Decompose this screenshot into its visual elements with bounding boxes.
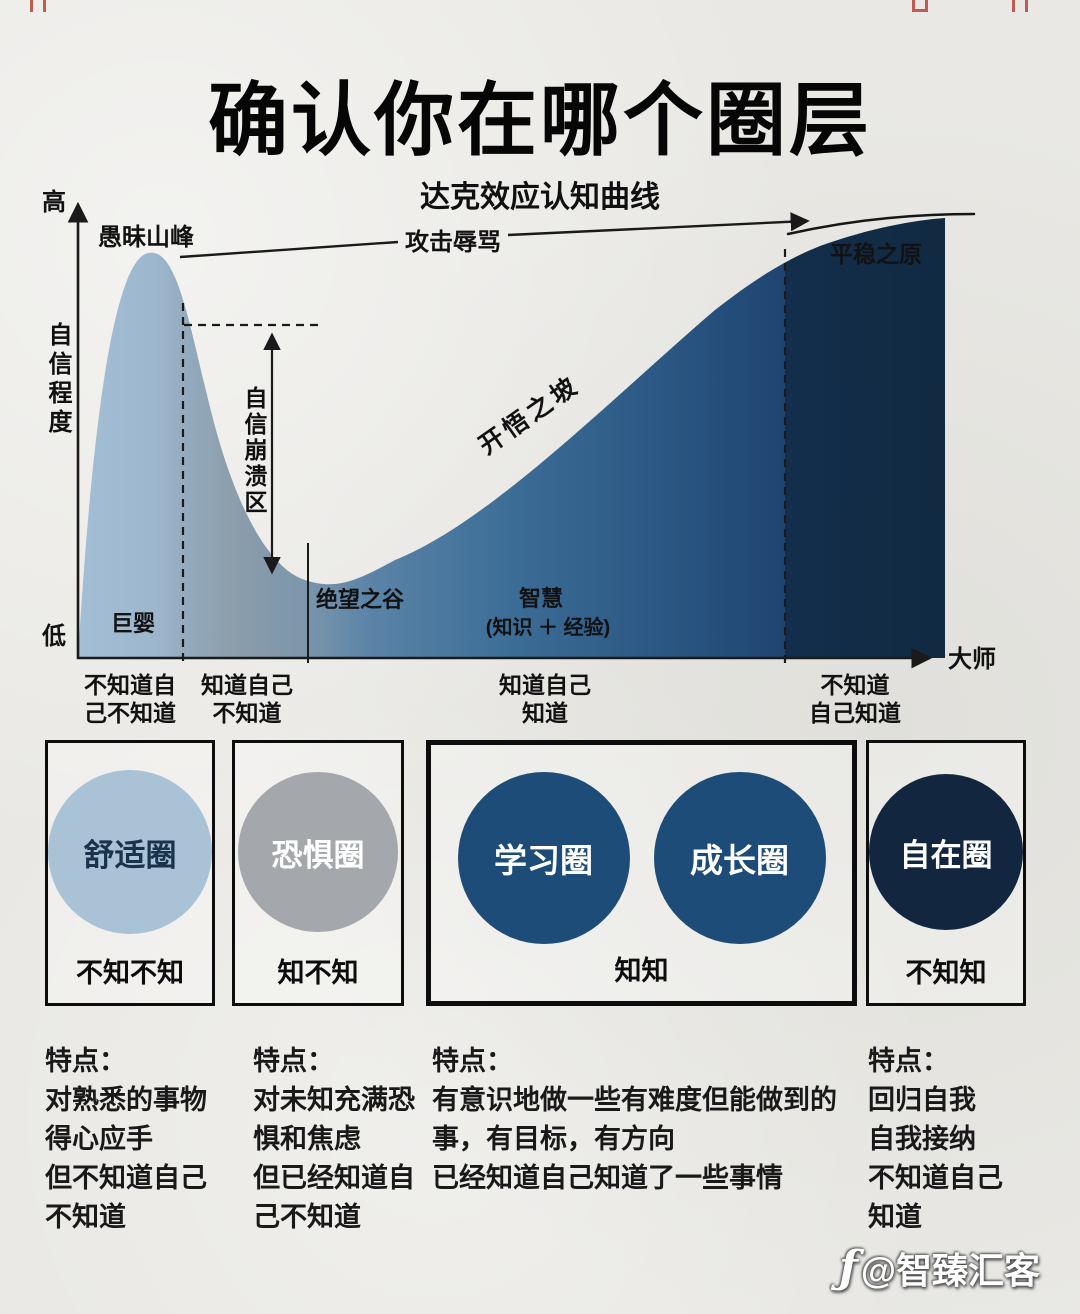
- fear-circle: 恐惧圈: [238, 772, 398, 932]
- feature-line: 惧和焦虑: [253, 1124, 361, 1154]
- zone-circles: 学习圈 成长圈: [431, 772, 852, 944]
- feature-line: 不知道自己: [868, 1163, 1003, 1193]
- plateau-top-line: [786, 212, 976, 236]
- collapse-zone-label: 自信崩溃区: [241, 386, 267, 516]
- feature-line: 不知道: [45, 1202, 126, 1232]
- feature-line: 回归自我: [868, 1085, 976, 1115]
- page-title: 确认你在哪个圈层: [208, 76, 872, 165]
- zone-caption: 不知知: [905, 958, 987, 988]
- zone-comfort: 舒适圈 不知不知: [45, 740, 215, 1006]
- dunning-kruger-curve: 高 低 大师 愚昧山峰 攻击辱骂 平稳之原 开悟之坡 绝望之谷 智慧 (知识 ＋…: [41, 188, 996, 726]
- y-axis-title: 自信程度: [44, 322, 71, 438]
- x-axis-end-label: 大师: [948, 646, 996, 673]
- feature-comfort: 特点： 对熟悉的事物 得心应手 但不知道自己 不知道: [45, 1042, 260, 1237]
- free-circle: 自在圈: [869, 774, 1023, 930]
- feature-line: 己不知道: [253, 1202, 361, 1232]
- feature-fear: 特点： 对未知充满恐 惧和焦虑 但已经知道自 己不知道: [253, 1042, 458, 1237]
- attack-label: 攻击辱骂: [405, 229, 501, 256]
- feature-line: 但不知道自己: [45, 1163, 207, 1193]
- zone-caption: 知不知: [277, 958, 359, 988]
- page-edge-mark: [912, 0, 928, 12]
- x-segment-1-line2: 己不知道: [84, 700, 176, 726]
- feature-line: 自我接纳: [868, 1124, 976, 1154]
- feature-line: 事，有目标，有方向: [432, 1124, 675, 1154]
- attack-arrow-line-right: [507, 212, 810, 237]
- x-segment-4-line2: 自己知道: [809, 700, 901, 726]
- watermark-text: @智臻汇客: [860, 1250, 1040, 1291]
- wisdom-note-label: (知识 ＋ 经验): [486, 615, 610, 639]
- zone-learning-growth: 学习圈 成长圈 知知: [426, 740, 857, 1006]
- watermark: ƒ @智臻汇客: [839, 1242, 1040, 1294]
- feature-heading: 特点：: [45, 1046, 126, 1076]
- x-segment-2-line2: 不知道: [213, 700, 282, 726]
- giant-baby-label: 巨婴: [111, 611, 155, 636]
- curve-area: [78, 218, 945, 658]
- peak-label: 愚昧山峰: [98, 223, 194, 251]
- feature-learning-growth: 特点： 有意识地做一些有难度但能做到的 事，有目标，有方向 已经知道自己知道了一…: [432, 1042, 862, 1198]
- zone-caption: 知知: [614, 956, 669, 986]
- x-segment-4-line1: 不知道: [821, 672, 890, 698]
- feature-line: 有意识地做一些有难度但能做到的: [432, 1085, 837, 1115]
- circle-label: 成长圈: [690, 842, 789, 879]
- attack-arrow-line-left: [179, 240, 399, 259]
- y-axis-min-label: 低: [41, 623, 66, 650]
- page-edge-mark: [30, 0, 46, 12]
- feature-line: 但已经知道自: [253, 1163, 415, 1193]
- plateau-label: 平稳之原: [830, 241, 922, 267]
- valley-label: 绝望之谷: [316, 587, 405, 612]
- page-edge-mark: [1012, 0, 1028, 12]
- feature-line: 对熟悉的事物: [45, 1085, 207, 1115]
- zone-free: 自在圈 不知知: [866, 740, 1026, 1006]
- x-segment-3-line2: 知道: [522, 700, 568, 726]
- watermark-logo-icon: ƒ: [838, 1242, 858, 1293]
- zone-circles: 恐惧圈: [235, 770, 401, 932]
- feature-free: 特点： 回归自我 自我接纳 不知道自己 知道: [868, 1042, 1053, 1237]
- circle-label: 舒适圈: [83, 837, 177, 873]
- feature-line: 得心应手: [45, 1124, 153, 1154]
- circle-label: 学习圈: [494, 842, 593, 879]
- zone-circles: 舒适圈: [48, 770, 212, 934]
- feature-line: 对未知充满恐: [253, 1085, 415, 1115]
- feature-line: 知道: [868, 1202, 922, 1232]
- learning-circle: 学习圈: [457, 772, 630, 944]
- zone-circles: 自在圈: [869, 770, 1023, 930]
- wisdom-label: 智慧: [519, 586, 563, 611]
- feature-heading: 特点：: [253, 1046, 334, 1076]
- x-segment-3-line1: 知道自己: [499, 672, 591, 698]
- y-axis-max-label: 高: [42, 188, 66, 216]
- x-segment-2-line1: 知道自己: [201, 672, 293, 698]
- zones-row: 舒适圈 不知不知 恐惧圈 知不知 学习圈 成长圈 知知: [0, 740, 1080, 1010]
- comfort-circle: 舒适圈: [48, 770, 212, 934]
- chart-title: 达克效应认知曲线: [420, 181, 660, 214]
- x-segment-1-line1: 不知道自: [84, 672, 176, 698]
- feature-line: 已经知道自己知道了一些事情: [432, 1163, 783, 1193]
- zone-caption: 不知不知: [76, 958, 184, 988]
- feature-heading: 特点：: [868, 1046, 949, 1076]
- circle-label: 恐惧圈: [271, 837, 365, 873]
- growth-circle: 成长圈: [653, 772, 826, 944]
- zone-fear: 恐惧圈 知不知: [232, 740, 404, 1006]
- circle-label: 自在圈: [899, 837, 993, 873]
- feature-heading: 特点：: [432, 1046, 513, 1076]
